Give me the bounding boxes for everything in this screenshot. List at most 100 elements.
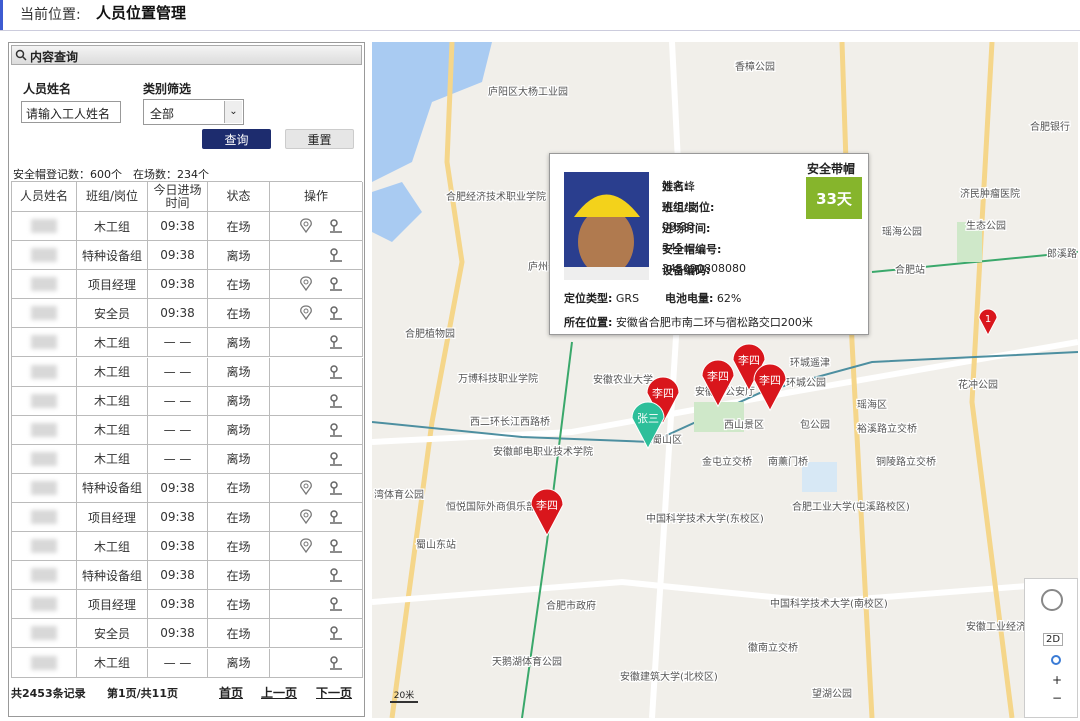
zoom-out[interactable]: − (1052, 691, 1063, 705)
person-locate-icon[interactable] (328, 276, 344, 292)
map-marker[interactable]: 李四 (646, 376, 680, 425)
group-cell: 木工组 (77, 415, 148, 445)
time-cell: 09:38 (148, 270, 208, 300)
map-label: 合肥银行 (1030, 120, 1070, 133)
category-select[interactable]: 全部 ⌄ (143, 99, 244, 125)
person-locate-icon[interactable] (328, 625, 344, 641)
group-cell: 木工组 (77, 328, 148, 358)
field-label: 电池电量: (665, 292, 714, 305)
badge-value: 33天 (806, 177, 862, 219)
map-label: 安徽农业大学 (593, 373, 653, 386)
person-locate-icon[interactable] (328, 596, 344, 612)
field-label: 所在位置: (564, 316, 613, 329)
search-icon (15, 49, 27, 61)
compass[interactable] (1041, 589, 1063, 611)
next-page[interactable]: 下一页 (316, 686, 353, 700)
lake (372, 42, 492, 182)
person-locate-icon[interactable] (328, 393, 344, 409)
person-locate-icon[interactable] (328, 364, 344, 380)
status-cell: 在场 (208, 503, 270, 533)
road (839, 42, 875, 718)
status-cell: 在场 (208, 473, 270, 503)
person-locate-icon[interactable] (328, 422, 344, 438)
time-cell: 09:38 (148, 299, 208, 329)
page-title: 人员位置管理 (96, 4, 187, 22)
field-value: 安徽省合肥市南二环与宿松路交口200米 (615, 316, 813, 329)
name-cell (12, 212, 77, 242)
person-locate-icon[interactable] (328, 480, 344, 496)
action-cell (270, 590, 363, 620)
status-cell: 在场 (208, 619, 270, 649)
action-cell (270, 619, 363, 649)
person-locate-icon[interactable] (328, 538, 344, 554)
header-divider (0, 30, 1080, 31)
status-cell: 离场 (208, 357, 270, 387)
status-cell: 离场 (208, 241, 270, 271)
query-button[interactable]: 查询 (202, 129, 271, 149)
map-marker[interactable]: 李四 (530, 488, 564, 537)
popup-field: 定位类型: GRS (564, 290, 639, 306)
person-locate-icon[interactable] (328, 247, 344, 263)
status-cell: 离场 (208, 386, 270, 416)
locate-icon[interactable] (298, 538, 314, 554)
person-photo (564, 172, 649, 280)
person-locate-icon[interactable] (328, 509, 344, 525)
locate-icon[interactable] (298, 305, 314, 321)
map-marker[interactable]: 李四 (701, 359, 735, 408)
person-locate-icon[interactable] (328, 334, 344, 350)
locate-button[interactable] (1051, 655, 1061, 665)
marker-label: 李四 (738, 353, 760, 367)
name-cell (12, 473, 77, 503)
map-label: 蜀山区 (652, 434, 682, 446)
person-locate-icon[interactable] (328, 451, 344, 467)
locate-icon[interactable] (298, 218, 314, 234)
person-popup: 安全带帽 33天 定位类型: GRS 电池电量: 62% 所在位置: 安徽省合肥… (549, 153, 869, 335)
action-cell (270, 299, 363, 329)
name-cell (12, 590, 77, 620)
name-cell (12, 415, 77, 445)
locate-icon[interactable] (298, 480, 314, 496)
name-cell (12, 444, 77, 474)
person-locate-icon[interactable] (328, 655, 344, 671)
map-marker[interactable]: 张三 (631, 401, 665, 450)
popup-field: 电池电量: 62% (665, 290, 741, 306)
map-marker[interactable]: 1 (978, 308, 998, 337)
status-cell: 在场 (208, 561, 270, 591)
map-label: 铜陵路立交桥 (876, 455, 936, 468)
column-header: 状态 (208, 182, 270, 212)
person-locate-icon[interactable] (328, 567, 344, 583)
field-label: 姓名: (662, 180, 689, 193)
group-cell: 特种设备组 (77, 561, 148, 591)
marker-label: 李四 (759, 373, 781, 387)
map[interactable]: 香樟公园 庐阳区大杨工业园 合肥银行 济民肿瘤医院 生态公园 瑶海公园 合肥站 郎溪路 合肥经济… (372, 42, 1078, 718)
name-input[interactable]: 请输入工人姓名 (21, 101, 121, 123)
map-marker[interactable]: 李四 (753, 363, 787, 412)
group-cell: 木工组 (77, 212, 148, 242)
road (389, 42, 465, 718)
locate-icon[interactable] (298, 276, 314, 292)
column-header: 操作 (270, 182, 363, 212)
group-cell: 木工组 (77, 532, 148, 562)
map-label: 花冲公园 (958, 378, 998, 391)
locate-icon[interactable] (298, 509, 314, 525)
person-locate-icon[interactable] (328, 218, 344, 234)
blurred-name (31, 422, 57, 437)
map-mode[interactable]: 2D (1043, 633, 1064, 646)
group-cell: 特种设备组 (77, 241, 148, 271)
blurred-name (31, 597, 57, 612)
name-cell (12, 503, 77, 533)
person-locate-icon[interactable] (328, 305, 344, 321)
prev-page[interactable]: 上一页 (261, 686, 298, 700)
first-page[interactable]: 首页 (219, 686, 244, 700)
name-cell (12, 619, 77, 649)
road (969, 42, 1015, 718)
map-label: 湾体育公园 (374, 488, 424, 501)
map-label: 天鹅湖体育公园 (492, 655, 562, 668)
group-cell: 木工组 (77, 444, 148, 474)
reset-button[interactable]: 重置 (285, 129, 354, 149)
time-cell: — — (148, 648, 208, 678)
zoom-in[interactable]: + (1052, 673, 1063, 687)
map-marker[interactable]: 李四 (732, 343, 766, 392)
time-cell: 09:38 (148, 561, 208, 591)
